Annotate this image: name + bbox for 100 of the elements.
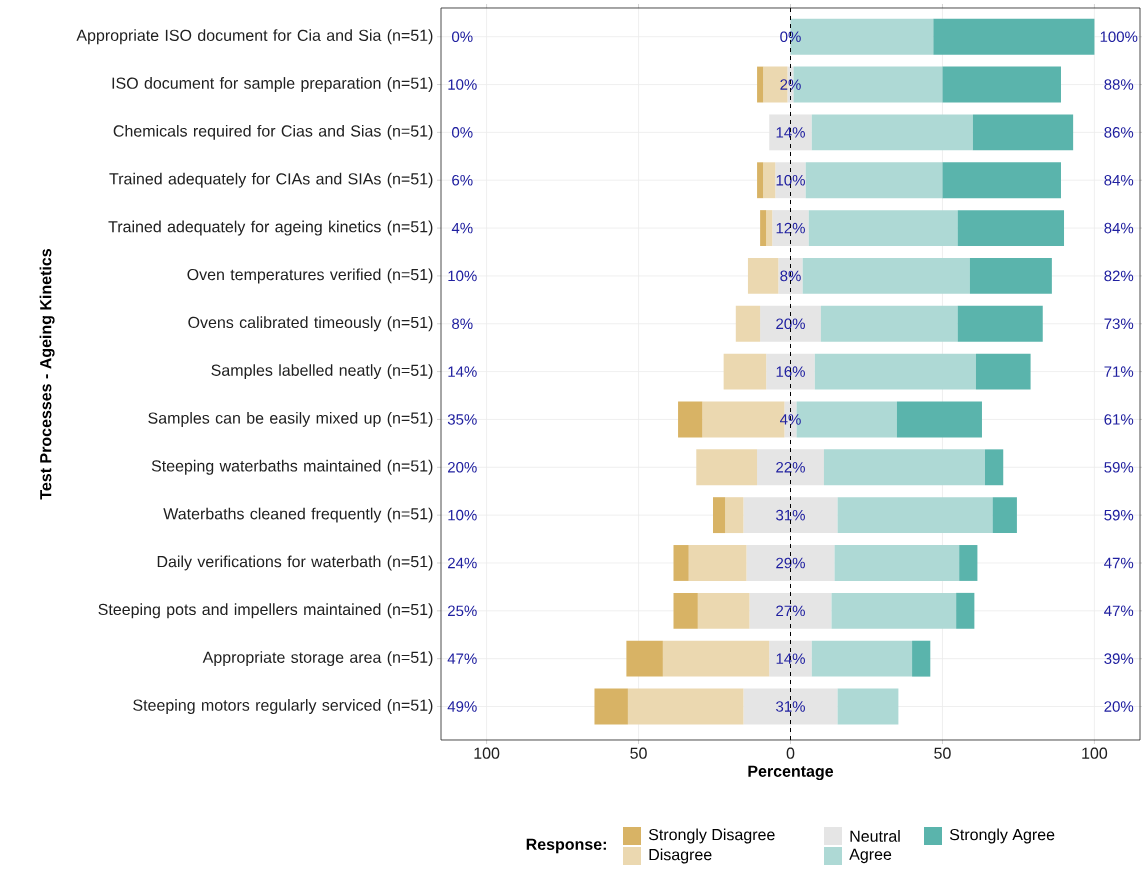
bar <box>831 592 957 629</box>
bar <box>763 162 776 199</box>
bar <box>956 592 975 629</box>
annotation: 20% <box>448 461 477 473</box>
annotation: 47% <box>1104 557 1134 569</box>
bar <box>673 545 689 581</box>
x-tick-label: 50 <box>934 747 951 759</box>
y-tick-label: Waterbaths cleaned frequently (n=51) <box>163 507 433 523</box>
annotation: 25% <box>448 605 477 617</box>
legend-label: Strongly Agree <box>949 828 1055 844</box>
bar <box>662 640 770 677</box>
bar <box>735 305 761 342</box>
annotation: 12% <box>776 222 805 234</box>
annotation: 2% <box>780 79 801 90</box>
annotation: 59% <box>1104 509 1134 521</box>
y-tick-label: ISO document for sample preparation (n=51) <box>112 77 433 93</box>
y-tick-label: Samples labelled neatly (n=51) <box>211 364 433 380</box>
annotation: 14% <box>448 366 477 377</box>
bar <box>823 449 986 486</box>
y-tick-label: Daily verifications for waterbath (n=51) <box>157 555 433 571</box>
legend-title: Response: <box>526 838 606 854</box>
legend-label: Disagree <box>649 848 712 864</box>
annotation: 88% <box>1104 79 1134 90</box>
annotation: 22% <box>776 462 805 473</box>
annotation: 35% <box>447 414 477 425</box>
annotation: 20% <box>1104 701 1134 712</box>
bar <box>811 640 913 677</box>
y-tick-label: Steeping pots and impellers maintained (n=51) <box>98 603 433 619</box>
annotation: 0% <box>452 127 473 138</box>
annotation: 8% <box>452 318 473 330</box>
annotation: 14% <box>776 653 805 664</box>
bar <box>814 353 976 390</box>
y-tick-label: Appropriate ISO document for Cia and Sia (n=51) <box>76 29 433 45</box>
y-tick-label: Steeping motors regularly serviced (n=51) <box>133 699 433 714</box>
y-tick-label: Chemicals required for Cias and Sias (n=51) <box>113 124 433 140</box>
y-tick-label: Samples can be easily mixed up (n=51) <box>148 411 433 427</box>
legend-label: Strongly Disagree <box>648 828 775 844</box>
annotation: 4% <box>451 222 473 234</box>
bar <box>627 688 744 725</box>
annotation: 71% <box>1104 366 1134 377</box>
bar <box>802 257 970 294</box>
bar <box>837 497 993 534</box>
annotation: 61% <box>1104 414 1134 425</box>
bar <box>594 688 628 725</box>
annotation: 86% <box>1104 127 1134 138</box>
annotation: 24% <box>448 557 477 569</box>
annotation: 39% <box>1104 653 1134 664</box>
annotation: 10% <box>776 174 805 186</box>
bar <box>725 497 744 534</box>
y-tick-label: Appropriate storage area (n=51) <box>202 651 433 667</box>
bar <box>747 257 779 294</box>
annotation: 14% <box>776 127 805 138</box>
bar <box>942 162 1061 199</box>
x-tick-label: 100 <box>1082 747 1108 759</box>
bar <box>959 545 978 581</box>
bar <box>972 114 1074 151</box>
bar <box>805 162 943 199</box>
annotation: 10% <box>448 270 477 282</box>
bar <box>688 545 747 581</box>
bar <box>766 210 773 247</box>
annotation: 100% <box>1100 31 1138 43</box>
annotation: 0% <box>780 31 801 43</box>
bar <box>896 401 982 438</box>
bar <box>723 353 767 390</box>
y-tick-label: Steeping waterbaths maintained (n=51) <box>151 459 433 475</box>
annotation: 47% <box>1104 605 1134 617</box>
bar <box>697 592 750 629</box>
y-tick-label: Trained adequately for CIAs and SIAs (n=51) <box>109 172 433 188</box>
annotation: 16% <box>776 366 805 377</box>
bar <box>673 592 698 629</box>
annotation: 84% <box>1104 174 1134 186</box>
bar <box>942 66 1061 103</box>
y-axis-title: Test Processes - Ageing Kinetics <box>39 249 55 500</box>
x-tick-label: 0 <box>786 747 795 759</box>
annotation: 59% <box>1104 461 1134 473</box>
annotation: 82% <box>1104 270 1134 282</box>
bar <box>837 688 899 725</box>
legend-label: Agree <box>849 848 892 864</box>
bar <box>975 353 1031 390</box>
y-tick-label: Oven temperatures verified (n=51) <box>187 268 433 284</box>
annotation: 47% <box>447 653 477 664</box>
bar <box>713 497 726 534</box>
annotation: 31% <box>776 701 805 712</box>
x-tick-label: 100 <box>474 747 500 759</box>
annotation: 29% <box>776 557 805 569</box>
bar <box>957 210 1065 247</box>
annotation: 8% <box>780 270 801 282</box>
annotation: 0% <box>452 31 473 43</box>
x-axis-title: Percentage <box>748 765 834 781</box>
annotation: 31% <box>776 509 805 521</box>
bar <box>808 210 958 247</box>
annotation: 4% <box>780 414 801 425</box>
bar <box>834 545 960 581</box>
bar <box>912 640 931 677</box>
bar <box>811 114 973 151</box>
bar <box>696 449 758 486</box>
bar <box>992 497 1017 534</box>
bar <box>757 66 764 103</box>
bar <box>760 210 767 247</box>
x-tick-label: 50 <box>630 747 647 759</box>
